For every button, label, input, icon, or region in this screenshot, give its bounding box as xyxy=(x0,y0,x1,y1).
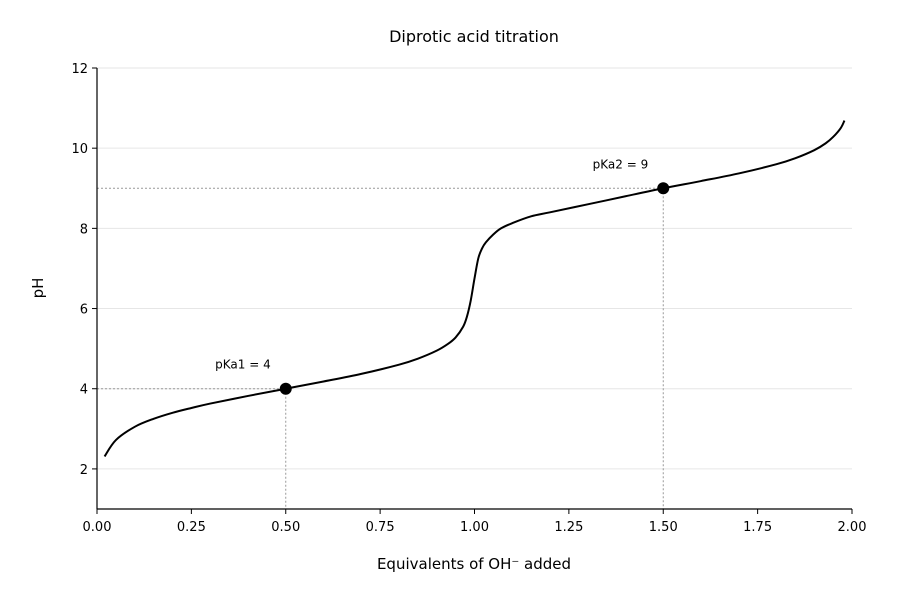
pka1-point xyxy=(279,382,292,395)
pka1-label: pKa1 = 4 xyxy=(215,358,271,372)
x-tick-label: 2.00 xyxy=(838,520,867,535)
x-tick-label: 1.50 xyxy=(649,520,678,535)
titration-curve xyxy=(103,120,846,458)
y-tick-label: 4 xyxy=(80,383,88,398)
x-tick-label: 0.25 xyxy=(177,520,206,535)
y-tick-label: 2 xyxy=(80,463,88,478)
pka-markers: pKa1 = 4 pKa2 = 9 xyxy=(215,157,670,395)
y-tick-label: 10 xyxy=(71,142,88,157)
axes xyxy=(96,68,852,510)
pka2-label: pKa2 = 9 xyxy=(593,157,649,171)
x-axis-label: Equivalents of OH⁻ added xyxy=(377,555,571,573)
y-axis-label: pH xyxy=(29,278,47,299)
x-tick-label: 0.00 xyxy=(83,520,112,535)
x-tick-label: 1.00 xyxy=(460,520,489,535)
x-tick-label: 0.50 xyxy=(271,520,300,535)
grid-lines xyxy=(97,67,852,470)
pka2-point xyxy=(657,182,670,195)
chart-title: Diprotic acid titration xyxy=(389,27,559,46)
x-tick-label: 1.75 xyxy=(743,520,772,535)
y-axis-ticks: 2 4 6 8 10 12 xyxy=(71,62,97,478)
x-tick-label: 0.75 xyxy=(366,520,395,535)
x-axis-ticks: 0.00 0.25 0.50 0.75 1.00 1.25 1.50 1.75 2.00 xyxy=(83,509,867,535)
pka-guide-lines xyxy=(97,187,664,509)
y-tick-label: 8 xyxy=(80,222,88,237)
y-tick-label: 6 xyxy=(80,303,88,318)
x-tick-label: 1.25 xyxy=(554,520,583,535)
y-tick-label: 12 xyxy=(71,62,88,77)
